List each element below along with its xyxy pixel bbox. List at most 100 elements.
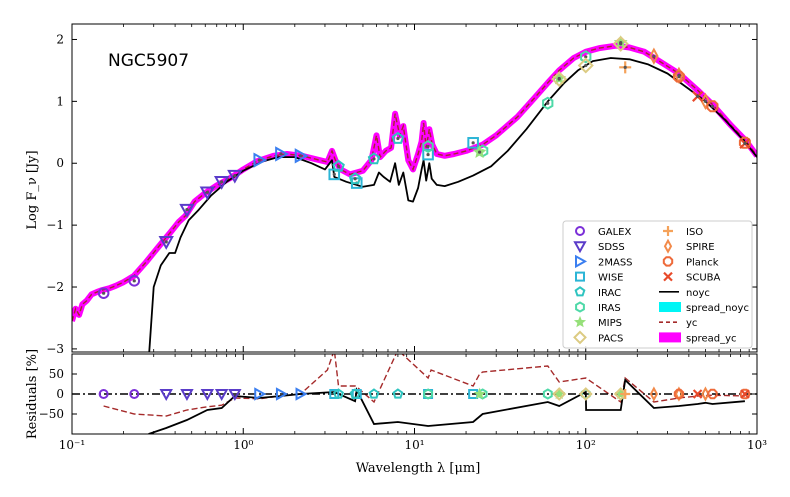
planck-point: [706, 100, 719, 113]
pacs-point: [612, 35, 629, 52]
model-dot: [336, 164, 341, 168]
model-dot: [652, 54, 656, 58]
legend-entry: GALEX: [575, 226, 631, 238]
2mass-legend-marker: [575, 254, 588, 269]
pacs-legend-marker: [573, 330, 587, 345]
model-dot: [584, 63, 588, 68]
irac-point: [391, 131, 405, 144]
model-dot: [426, 152, 430, 157]
axes: 10⁻¹ 10⁰ 10¹ 10² 10³ −3 −2 −1 0 1 2 −50 0 50: [39, 23, 767, 452]
galex-point: [128, 275, 141, 287]
pacs-point: [577, 57, 594, 74]
iso-legend-marker: [663, 226, 673, 236]
legend-label: yc: [686, 318, 697, 329]
legend-entry: IRAC: [574, 286, 621, 299]
model-dot: [478, 150, 482, 154]
spire-point: [649, 47, 659, 65]
model-dot: [102, 291, 106, 295]
legend-entry: SDSS: [573, 241, 625, 254]
legend-entry: Planck: [662, 256, 719, 268]
model-dot: [623, 65, 627, 69]
plot-title: NGC5907: [108, 51, 189, 71]
y-axis-label: Log F_ν [Jy]: [25, 150, 40, 229]
model-dot: [205, 190, 209, 194]
legend-label: noyc: [686, 288, 710, 299]
legend-label: ISO: [686, 227, 703, 238]
legend-entry: WISE: [575, 271, 624, 284]
legend-label: 2MASS: [598, 257, 633, 268]
mips-legend-marker: [573, 315, 587, 328]
legend-label: Planck: [686, 257, 719, 268]
spread_noyc-legend-patch: [659, 302, 681, 312]
irac-point: [332, 159, 345, 172]
planck-residual-point: [673, 388, 685, 400]
2mass-point: [253, 152, 268, 168]
x-tick-label: 10⁻¹: [59, 438, 85, 452]
legend-entry: IRAS: [575, 301, 621, 314]
legend-label: WISE: [598, 273, 624, 284]
galex-point: [97, 287, 110, 300]
y-tick-label: 1: [56, 94, 64, 108]
iras-residual-point: [542, 388, 553, 400]
2mass-residual-point: [275, 387, 289, 401]
model-dot: [426, 144, 430, 149]
sdss-point: [158, 236, 174, 250]
model-dot: [132, 279, 136, 283]
residual-axis-label: Residuals [%]: [25, 349, 40, 439]
spread_yc-legend-patch: [659, 332, 681, 343]
legend-entry: yc: [659, 318, 697, 329]
legend-label: GALEX: [598, 227, 631, 238]
noyc-residual-curve: [148, 378, 745, 434]
irac-residual-point: [333, 388, 344, 399]
model-dot: [353, 177, 357, 181]
model-dot: [584, 55, 588, 59]
legend-label: SCUBA: [686, 273, 721, 284]
legend-entry: SPIRE: [663, 238, 715, 254]
model-dot: [557, 77, 561, 81]
sdss-point: [213, 176, 230, 190]
legend-label: PACS: [598, 333, 623, 344]
irac-point: [348, 172, 362, 185]
residual-plot: [72, 354, 757, 434]
legend: GALEX SDSS 2MASS WISE IRAC IRAS MIPS PACS ISO SPI…: [562, 220, 753, 349]
iso-residual-point: [620, 389, 631, 399]
legend-entry: spread_yc: [659, 332, 737, 344]
planck-residual-point: [707, 388, 718, 400]
model-dot: [546, 101, 550, 105]
y-tick-label: −3: [46, 342, 64, 356]
legend-label: spread_noyc: [686, 303, 749, 314]
iras-point: [580, 50, 592, 64]
sdss-legend-marker: [573, 241, 587, 254]
sdss-point: [227, 169, 243, 184]
legend-entry: MIPS: [573, 315, 622, 329]
scuba-residual-point: [740, 389, 750, 399]
irac-legend-marker: [574, 286, 586, 297]
residual-tick-label: 0: [56, 387, 64, 401]
iras-legend-marker: [575, 301, 585, 313]
x-tick-label: 10⁰: [233, 438, 253, 452]
model-dot: [220, 180, 224, 184]
yc-residual-curve: [103, 354, 745, 417]
galex-legend-marker: [575, 226, 585, 236]
y-tick-label: −1: [46, 218, 64, 232]
spire-point: [700, 92, 711, 111]
legend-entry: PACS: [573, 330, 623, 345]
model-dot: [396, 136, 400, 141]
2mass-residual-point: [295, 387, 308, 401]
irac-point: [367, 152, 381, 165]
sdss-residual-point: [228, 389, 242, 402]
planck-point: [672, 70, 685, 83]
model-dot: [332, 172, 336, 176]
2mass-residual-point: [254, 387, 267, 401]
legend-box: [562, 220, 753, 349]
residual-tick-label: 50: [49, 367, 64, 381]
x-tick-label: 10¹: [404, 438, 424, 452]
x-tick-label: 10³: [747, 438, 767, 452]
model-dot: [279, 152, 283, 156]
planck-legend-marker: [662, 256, 674, 267]
legend-label: spread_yc: [686, 333, 737, 344]
x-tick-label: 10²: [576, 438, 596, 452]
galex-residual-point: [98, 389, 109, 399]
